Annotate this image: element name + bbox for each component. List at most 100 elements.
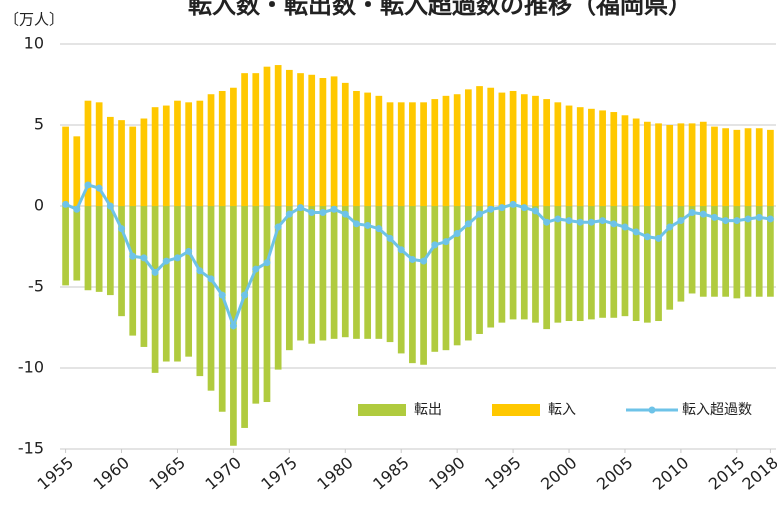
x-tick-label: 1975: [257, 453, 300, 494]
bar: [442, 206, 450, 351]
bar: [699, 206, 707, 297]
bar: [84, 206, 92, 291]
bar: [431, 206, 439, 352]
bar: [341, 206, 349, 338]
bar: [386, 206, 394, 343]
bar: [397, 206, 405, 354]
legend-label: 転入超過数: [682, 402, 752, 418]
bar: [151, 206, 159, 373]
bar: [610, 112, 618, 206]
bar: [140, 206, 148, 347]
bar: [330, 76, 338, 207]
bar: [174, 206, 181, 362]
bar: [610, 206, 618, 318]
point: [621, 223, 629, 231]
bar: [588, 108, 595, 206]
bar: [476, 206, 483, 334]
point: [677, 217, 685, 225]
point: [565, 217, 573, 225]
bar: [677, 206, 685, 302]
x-tick-label: 2015: [705, 453, 748, 494]
bar: [375, 206, 383, 339]
bar: [364, 92, 372, 206]
x-tick-label: 2005: [593, 453, 636, 494]
point: [218, 291, 226, 299]
point: [755, 213, 763, 221]
bar: [386, 102, 394, 206]
point: [229, 322, 237, 330]
bar: [297, 73, 304, 206]
point: [442, 238, 450, 246]
bar: [274, 65, 282, 206]
bar: [241, 206, 248, 428]
point: [375, 225, 383, 233]
point: [95, 184, 103, 192]
bar: [666, 125, 674, 206]
bar: [565, 206, 573, 322]
bar: [118, 120, 125, 206]
bar: [498, 206, 506, 323]
point: [431, 241, 439, 249]
point: [285, 210, 293, 218]
bar: [588, 206, 595, 320]
bar: [151, 107, 159, 206]
bar: [722, 206, 730, 297]
bar: [241, 73, 248, 206]
bar: [498, 92, 506, 206]
bar: [576, 107, 584, 206]
point: [364, 221, 372, 229]
point: [386, 234, 394, 242]
bar: [431, 99, 439, 206]
bar: [297, 206, 304, 341]
bar: [442, 95, 450, 206]
bar: [677, 123, 685, 206]
legend-swatch: [648, 406, 656, 414]
bar: [509, 206, 517, 320]
point: [610, 220, 618, 228]
bar: [341, 82, 349, 206]
point: [252, 265, 260, 273]
x-tick-label: 1965: [146, 453, 189, 494]
point: [464, 220, 472, 228]
point: [73, 205, 81, 213]
bar: [95, 102, 103, 206]
point: [173, 254, 181, 262]
bar: [565, 105, 573, 206]
point: [241, 291, 249, 299]
point: [408, 255, 416, 263]
point: [587, 218, 595, 226]
bar: [174, 100, 181, 206]
bar: [308, 206, 316, 344]
point: [487, 205, 495, 213]
y-tick-label: -10: [18, 358, 44, 377]
bar: [106, 206, 114, 296]
point: [297, 204, 305, 212]
bar: [453, 94, 461, 206]
legend-swatch: [492, 404, 540, 416]
bar: [711, 206, 718, 297]
bar: [643, 121, 651, 206]
point: [151, 268, 159, 276]
bar: [420, 206, 427, 365]
bar: [476, 86, 483, 206]
point: [397, 246, 405, 254]
bar: [263, 206, 271, 403]
y-tick-label: 5: [34, 115, 44, 134]
bar: [252, 73, 260, 206]
point: [710, 213, 718, 221]
point: [554, 215, 562, 223]
bar: [688, 123, 696, 206]
point: [766, 215, 774, 223]
point: [162, 257, 170, 265]
bar: [643, 206, 651, 323]
point: [263, 259, 271, 267]
bar: [688, 206, 696, 294]
bar: [106, 116, 114, 206]
line: [64, 183, 771, 331]
bar: [655, 123, 662, 206]
bar: [353, 206, 360, 339]
bar: [733, 129, 741, 206]
point: [632, 228, 640, 236]
point: [655, 234, 663, 242]
